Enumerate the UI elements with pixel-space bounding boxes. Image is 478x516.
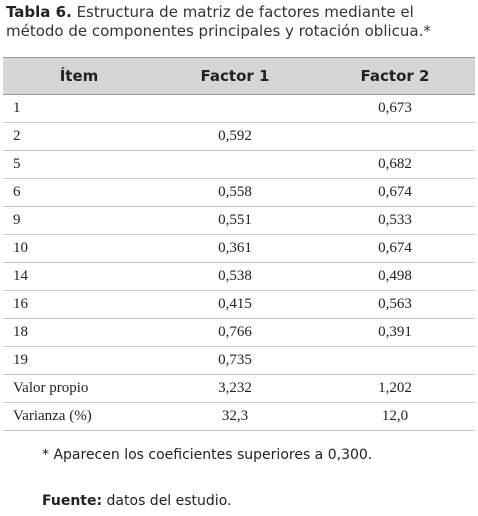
table-row: 1 0,673 xyxy=(3,94,475,123)
table-head: Ítem Factor 1 Factor 2 xyxy=(3,57,475,95)
table-cell: 0,533 xyxy=(315,206,475,235)
table-cell: 19 xyxy=(3,346,155,375)
table-row: Valor propio 3,232 1,202 xyxy=(3,374,475,403)
table-cell xyxy=(155,94,315,123)
header-cell: Factor 1 xyxy=(155,57,315,95)
table-cell: 16 xyxy=(3,290,155,319)
header-cell: Factor 2 xyxy=(315,57,475,95)
table-cell: Varianza (%) xyxy=(3,402,155,431)
table-cell: 0,391 xyxy=(315,318,475,347)
table-cell: 1 xyxy=(3,94,155,123)
table-cell xyxy=(315,346,475,375)
table-cell: 0,415 xyxy=(155,290,315,319)
table-row: Varianza (%) 32,3 12,0 xyxy=(3,402,475,431)
table-row: 16 0,415 0,563 xyxy=(3,290,475,319)
table-cell: 0,682 xyxy=(315,150,475,179)
table-cell: 1,202 xyxy=(315,374,475,403)
table-cell: 0,563 xyxy=(315,290,475,319)
table-body: 1 0,673 2 0,592 5 0,682 6 0,558 0,674 9 0,551 0,533… xyxy=(3,94,475,431)
table-title: Tabla 6. Estructura de matriz de factore… xyxy=(6,3,472,41)
source-text: datos del estudio. xyxy=(106,493,232,509)
table-row: 5 0,682 xyxy=(3,150,475,179)
table-cell: 0,551 xyxy=(155,206,315,235)
table-cell: 14 xyxy=(3,262,155,291)
table-cell: 0,592 xyxy=(155,122,315,151)
table-cell: 10 xyxy=(3,234,155,263)
table-cell: 0,498 xyxy=(315,262,475,291)
table-cell: 0,735 xyxy=(155,346,315,375)
table-cell: 0,766 xyxy=(155,318,315,347)
table-row: 19 0,735 xyxy=(3,346,475,375)
title-text: Estructura de matriz de factores mediant… xyxy=(6,3,431,40)
title-label: Tabla 6. xyxy=(6,3,72,21)
footnote: * Aparecen los coeficientes superiores a… xyxy=(42,447,373,463)
table-cell xyxy=(155,150,315,179)
table-row: 2 0,592 xyxy=(3,122,475,151)
table-row: 6 0,558 0,674 xyxy=(3,178,475,207)
table-row: 18 0,766 0,391 xyxy=(3,318,475,347)
table-row: 14 0,538 0,498 xyxy=(3,262,475,291)
table-cell: 2 xyxy=(3,122,155,151)
table-cell: 0,558 xyxy=(155,178,315,207)
table-cell: 0,674 xyxy=(315,178,475,207)
table-cell: 9 xyxy=(3,206,155,235)
table-cell: 32,3 xyxy=(155,402,315,431)
factor-table: Ítem Factor 1 Factor 2 1 0,673 2 0,592 5 0,682 6… xyxy=(3,57,475,431)
table-cell: 18 xyxy=(3,318,155,347)
header-row: Ítem Factor 1 Factor 2 xyxy=(3,57,475,95)
source-label: Fuente: xyxy=(42,493,103,509)
table-row: 10 0,361 0,674 xyxy=(3,234,475,263)
table-cell: 12,0 xyxy=(315,402,475,431)
table-cell: 0,361 xyxy=(155,234,315,263)
table-cell: 0,538 xyxy=(155,262,315,291)
table-cell: 0,674 xyxy=(315,234,475,263)
table-cell: Valor propio xyxy=(3,374,155,403)
table-cell xyxy=(315,122,475,151)
table-cell: 3,232 xyxy=(155,374,315,403)
header-cell: Ítem xyxy=(3,57,155,95)
table-cell: 5 xyxy=(3,150,155,179)
table-row: 9 0,551 0,533 xyxy=(3,206,475,235)
table-cell: 0,673 xyxy=(315,94,475,123)
table-cell: 6 xyxy=(3,178,155,207)
source: Fuente: datos del estudio. xyxy=(42,493,231,509)
